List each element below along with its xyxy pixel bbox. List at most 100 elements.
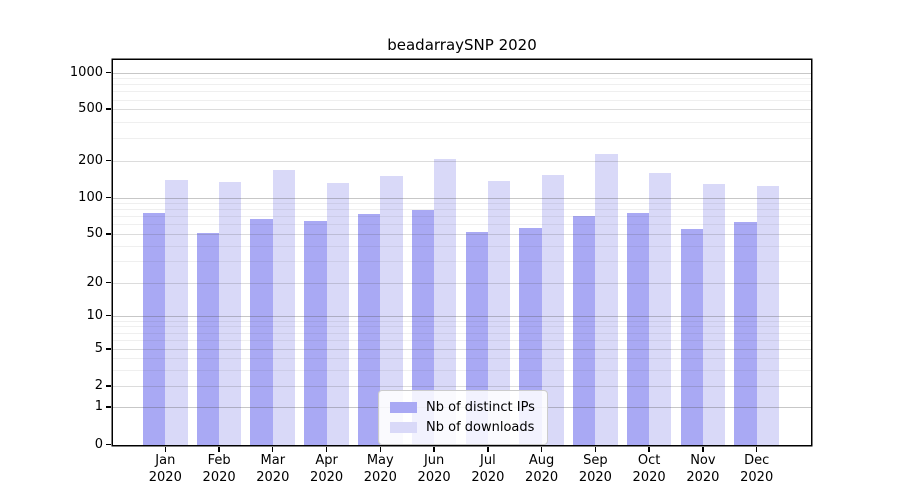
gridline-1000 xyxy=(113,72,811,74)
x-tick-jan xyxy=(164,446,166,452)
gridline-70 xyxy=(113,216,811,218)
bar-downloads-jul xyxy=(487,180,511,445)
x-tick-label-aug: Aug 2020 xyxy=(525,453,559,485)
y-tick-label-1: 1 xyxy=(94,399,103,414)
x-tick-may xyxy=(379,446,381,452)
legend-row-downloads: Nb of downloads xyxy=(390,417,536,437)
bar-distinct-ips-oct xyxy=(626,212,650,445)
x-tick-oct xyxy=(648,446,650,452)
y-tick-label-1000: 1000 xyxy=(69,64,103,80)
bar-distinct-ips-jun xyxy=(411,209,435,445)
bar-downloads-jun xyxy=(434,159,457,445)
x-tick-label-jul: Jul 2020 xyxy=(471,453,505,485)
x-tick-label-jan: Jan 2020 xyxy=(148,453,182,485)
x-tick-mar xyxy=(272,446,274,452)
bar-distinct-ips-jan xyxy=(142,212,166,445)
legend-row-distinct-ips: Nb of distinct IPs xyxy=(390,397,536,417)
y-tick-500 xyxy=(106,108,111,110)
bar-downloads-nov xyxy=(702,183,726,445)
x-tick-jun xyxy=(433,446,435,452)
gridline-700 xyxy=(113,91,811,93)
x-tick-label-oct: Oct 2020 xyxy=(632,453,666,485)
gridline-5 xyxy=(113,349,811,350)
y-tick-100 xyxy=(106,196,111,199)
y-tick-label-10: 10 xyxy=(86,307,103,323)
bar-downloads-apr xyxy=(326,182,349,445)
x-tick-label-may: May 2020 xyxy=(363,453,397,485)
y-tick-0 xyxy=(106,443,111,446)
y-tick-10 xyxy=(106,314,111,317)
gridline-200 xyxy=(113,160,811,162)
legend-label: Nb of downloads xyxy=(426,419,535,435)
gridline-30 xyxy=(113,261,811,262)
chart-title: beadarraySNP 2020 xyxy=(387,36,537,54)
x-tick-label-feb: Feb 2020 xyxy=(202,453,236,485)
gridline-9 xyxy=(113,320,811,322)
x-tick-dec xyxy=(756,446,758,452)
gridline-7 xyxy=(113,332,811,334)
bar-downloads-oct xyxy=(649,173,672,445)
bar-downloads-feb xyxy=(219,181,242,445)
gridline-500 xyxy=(113,109,811,110)
x-tick-label-nov: Nov 2020 xyxy=(686,453,720,485)
gridline-3 xyxy=(113,369,811,371)
y-tick-label-20: 20 xyxy=(86,274,103,290)
y-tick-label-2: 2 xyxy=(94,378,103,393)
y-tick-label-200: 200 xyxy=(78,152,103,168)
bar-downloads-mar xyxy=(272,169,296,445)
gridline-100 xyxy=(113,197,811,199)
gridline-60 xyxy=(113,224,811,226)
gridline-90 xyxy=(113,203,811,204)
gridline-2 xyxy=(113,386,811,387)
y-tick-5 xyxy=(106,348,111,350)
bar-distinct-ips-sep xyxy=(573,216,596,445)
gridline-400 xyxy=(113,121,811,123)
gridline-20 xyxy=(113,282,811,284)
y-tick-label-0: 0 xyxy=(94,436,103,452)
y-tick-label-100: 100 xyxy=(78,189,103,205)
bar-distinct-ips-feb xyxy=(196,233,220,445)
bar-downloads-dec xyxy=(756,186,780,445)
gridline-4 xyxy=(113,358,811,359)
gridline-10 xyxy=(113,315,811,317)
bar-downloads-may xyxy=(380,175,403,445)
gridline-40 xyxy=(113,245,811,247)
y-tick-1000 xyxy=(106,72,111,74)
bar-distinct-ips-nov xyxy=(680,229,703,445)
y-tick-20 xyxy=(106,281,111,284)
legend-swatch-icon xyxy=(390,401,417,413)
gridline-50 xyxy=(113,234,811,235)
gridline-900 xyxy=(113,78,811,80)
legend-label: Nb of distinct IPs xyxy=(426,399,535,415)
x-tick-nov xyxy=(702,446,704,452)
x-tick-label-sep: Sep 2020 xyxy=(578,453,612,485)
x-tick-apr xyxy=(325,446,328,452)
bar-distinct-ips-apr xyxy=(304,221,327,445)
y-tick-50 xyxy=(106,233,111,235)
y-tick-label-5: 5 xyxy=(94,341,103,356)
gridline-8 xyxy=(113,326,811,328)
gridline-800 xyxy=(113,84,811,86)
bar-distinct-ips-dec xyxy=(734,221,757,445)
y-tick-label-50: 50 xyxy=(86,226,103,241)
y-tick-2 xyxy=(106,385,111,387)
x-tick-label-dec: Dec 2020 xyxy=(740,453,774,485)
bar-distinct-ips-may xyxy=(357,214,381,445)
bar-downloads-sep xyxy=(595,153,618,445)
x-tick-label-mar: Mar 2020 xyxy=(256,453,290,485)
y-tick-1 xyxy=(106,406,111,408)
bar-downloads-jan xyxy=(165,179,188,445)
x-tick-feb xyxy=(218,446,220,452)
x-tick-label-jun: Jun 2020 xyxy=(417,453,451,485)
x-tick-aug xyxy=(540,446,543,452)
x-tick-sep xyxy=(594,446,597,452)
y-tick-label-500: 500 xyxy=(78,101,103,116)
bar-downloads-aug xyxy=(541,175,564,445)
x-tick-jul xyxy=(487,446,489,452)
x-tick-label-apr: Apr 2020 xyxy=(310,453,344,485)
plot-area xyxy=(113,60,811,445)
y-tick-200 xyxy=(106,159,111,162)
gridline-6 xyxy=(113,340,811,342)
gridline-300 xyxy=(113,137,811,139)
